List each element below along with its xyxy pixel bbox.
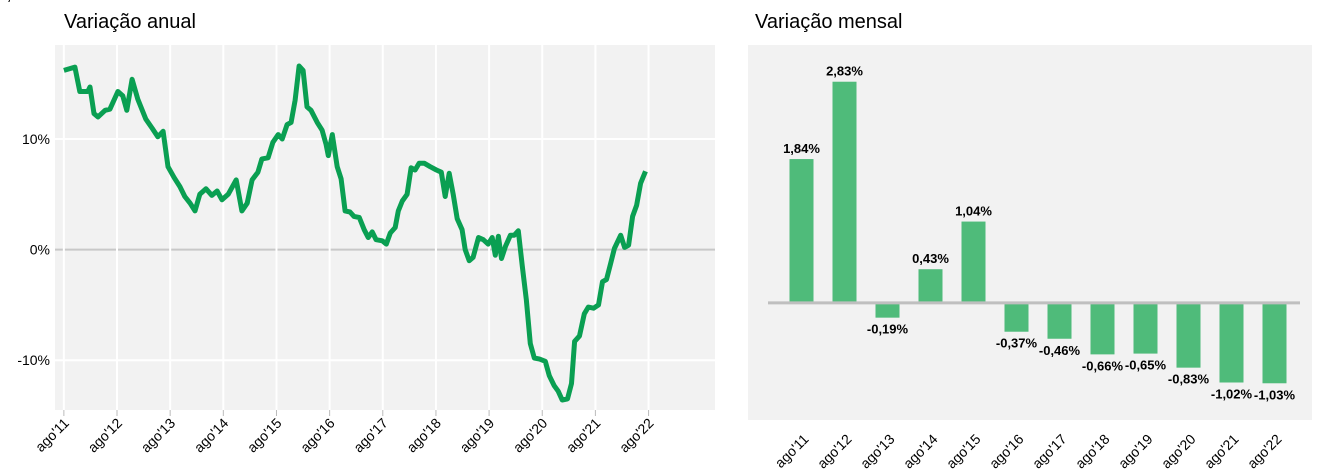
x-tick-label: ago'21 [563,415,604,456]
x-tick-label: ago'13 [857,431,898,472]
data-label: 1,84% [783,141,820,156]
x-tick-label: ago'15 [943,431,984,472]
x-tick-label: ago'14 [191,415,232,456]
bar [1219,302,1244,383]
x-tick-label: ago'18 [1072,431,1113,472]
y-tick-label: 0% [30,242,50,258]
x-tick-label: ago'20 [510,415,551,456]
x-tick-label: ago'21 [1201,431,1242,472]
data-label: 1,04% [955,204,992,219]
x-tick-label: ago'16 [986,431,1027,472]
x-tick-label: ago'15 [244,415,285,456]
x-tick-label: ago'20 [1158,431,1199,472]
data-label: -1,03% [1254,387,1296,402]
y-tick-label: -10% [17,352,50,368]
x-tick-label: ago'16 [297,415,338,456]
bar [918,269,943,303]
x-tick-label: ago'17 [350,415,391,456]
bar [1133,302,1158,354]
bar [832,81,857,303]
y-tick-label: 10% [22,131,50,147]
x-tick-label: ago'12 [814,431,855,472]
data-label: -0,19% [867,322,909,337]
bar [1047,302,1072,339]
data-label: -0,83% [1168,372,1210,387]
data-label: 2,83% [826,64,863,79]
x-tick-label: ago'14 [900,431,941,472]
data-label: -0,65% [1125,358,1167,373]
x-tick-label: ago'11 [32,415,72,455]
bar [1262,302,1287,384]
bar [1004,302,1029,332]
chart-title: Variação mensal [755,11,902,33]
bar [789,159,814,303]
line-series [63,63,648,403]
data-label: 0,43% [912,251,949,266]
data-label: -0,46% [1039,343,1081,358]
bar [875,302,900,318]
x-tick-label: ago'12 [84,415,125,456]
x-tick-label: ago'22 [1244,431,1285,472]
chart-title: Variação anual [64,11,196,33]
data-label: 7,08% [0,0,37,3]
x-tick-label: ago'19 [456,415,497,456]
bar [961,221,986,303]
x-tick-label: ago'18 [403,415,444,456]
plot-area [55,45,715,410]
x-tick-label: ago'11 [772,431,812,471]
x-tick-label: ago'17 [1029,431,1070,472]
data-label: -0,37% [996,336,1038,351]
bar [1176,302,1201,368]
x-tick-label: ago'13 [138,415,179,456]
x-tick-label: ago'19 [1115,431,1156,472]
data-label: -0,66% [1082,358,1124,373]
data-label: -1,02% [1211,387,1253,402]
x-tick-label: ago'22 [616,415,657,456]
bar [1090,302,1115,355]
